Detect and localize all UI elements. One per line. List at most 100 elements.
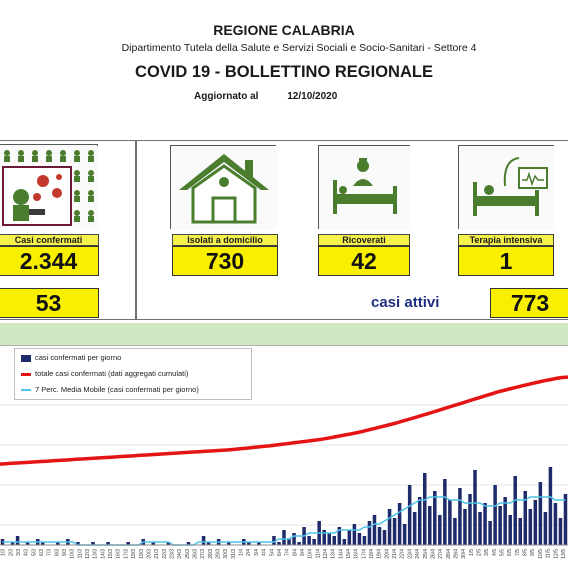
daily-cases-bar xyxy=(397,503,402,545)
daily-cases-bar xyxy=(312,539,316,545)
x-tick-label: 6/3 xyxy=(39,549,45,556)
x-tick-label: 26/4 xyxy=(430,549,436,559)
legend-swatch-moving-avg xyxy=(21,389,31,391)
x-tick-label: 3/3 xyxy=(16,549,22,556)
chart-header-band xyxy=(0,323,568,345)
x-tick-label: 11/5 xyxy=(546,549,552,559)
daily-cases-bar xyxy=(478,512,482,545)
intensive-care-label: Terapia intensiva xyxy=(458,234,554,246)
x-tick-label: 2/3 xyxy=(8,549,14,556)
x-tick-label: 3/5 xyxy=(484,549,490,556)
daily-cases-bar xyxy=(372,515,377,545)
icu-monitor-icon xyxy=(458,145,555,230)
x-tick-label: 14/3 xyxy=(100,549,106,559)
house-icon xyxy=(170,145,277,230)
daily-cases-bar xyxy=(453,518,457,545)
bulletin-header: REGIONE CALABRIA Dipartimento Tutela del… xyxy=(0,0,568,132)
x-tick-label: 13/5 xyxy=(561,549,567,559)
department-subtitle: Dipartimento Tutela della Salute e Servi… xyxy=(121,42,477,54)
x-tick-label: 30/4 xyxy=(461,549,467,559)
x-tick-label: 6/5 xyxy=(507,549,513,556)
daily-cases-bar xyxy=(458,488,462,545)
x-tick-label: 7/3 xyxy=(47,549,53,556)
cases-chart: 1/3 2/3 3/3 4/3 5/3 6/3 7/3 8/3 9/3 10/3 11/3 12/3 1… xyxy=(0,375,568,559)
confirmed-label: Casi confermati xyxy=(0,234,99,246)
x-tick-label: 5/4 xyxy=(269,549,275,556)
daily-cases-bar xyxy=(433,491,437,545)
x-tick-label: 20/3 xyxy=(146,549,152,559)
daily-cases-bar xyxy=(186,542,191,545)
daily-cases-bar xyxy=(352,524,357,545)
legend-item-cumulative: totale casi confermati (dati aggregati c… xyxy=(21,368,188,380)
status-panel xyxy=(136,140,568,320)
x-tick-label: 1/3 xyxy=(1,549,7,556)
x-tick-label: 18/3 xyxy=(131,549,137,559)
x-tick-label: 4/4 xyxy=(262,549,268,556)
intensive-care-value: 1 xyxy=(458,246,554,276)
daily-cases-bar xyxy=(332,536,337,545)
daily-cases-bar xyxy=(257,542,261,545)
daily-cases-bar xyxy=(40,542,45,545)
x-tick-label: 12/3 xyxy=(85,549,91,559)
daily-cases-bar xyxy=(443,479,447,545)
chart-legend: casi confermati per giorno totale casi c… xyxy=(14,348,252,400)
x-tick-label: 10/3 xyxy=(70,549,76,559)
confirmed-value: 2.344 xyxy=(0,246,99,276)
daily-cases-bar xyxy=(438,515,442,545)
daily-cases-bar xyxy=(91,542,95,545)
daily-cases-bar xyxy=(483,503,487,545)
daily-cases-bar xyxy=(357,533,362,545)
x-tick-label: 4/3 xyxy=(24,549,30,556)
daily-cases-bar xyxy=(473,470,477,545)
new-cases-value: 53 xyxy=(0,288,99,318)
daily-cases-bar xyxy=(226,542,231,545)
daily-cases-bar xyxy=(367,521,372,545)
x-tick-label: 19/3 xyxy=(139,549,145,559)
x-tick-label: 21/3 xyxy=(154,549,160,559)
daily-cases-bar xyxy=(538,482,543,545)
daily-cases-bar xyxy=(518,518,523,545)
x-tick-label: 13/3 xyxy=(93,549,99,559)
legend-item-moving-avg: 7 Perc. Media Mobile (casi confermati pe… xyxy=(21,384,199,396)
daily-cases-bar xyxy=(407,485,412,545)
x-tick-label: 24/4 xyxy=(415,549,421,559)
updated-label: Aggiornato al xyxy=(194,91,259,102)
daily-cases-bar xyxy=(553,503,558,545)
confirmed-panel xyxy=(0,140,136,320)
daily-cases-bar xyxy=(297,542,301,545)
x-tick-label: 28/4 xyxy=(446,549,452,559)
cumulative-cases-line xyxy=(0,375,568,466)
x-tick-label: 9/3 xyxy=(62,549,68,556)
x-tick-label: 11/4 xyxy=(315,549,321,559)
x-tick-label: 9/4 xyxy=(300,549,306,556)
daily-cases-bar xyxy=(201,536,206,545)
x-tick-label: 2/5 xyxy=(476,549,482,556)
x-tick-label: 17/4 xyxy=(361,549,367,559)
daily-cases-bar xyxy=(292,533,296,545)
daily-cases-bar xyxy=(25,542,30,545)
x-tick-label: 29/3 xyxy=(216,549,222,559)
daily-cases-bar xyxy=(151,542,156,545)
virus-patients-icon xyxy=(0,144,98,228)
daily-cases-bar xyxy=(247,542,251,545)
x-tick-label: 27/3 xyxy=(200,549,206,559)
updated-line: Aggiornato al 12/10/2020 xyxy=(194,91,337,102)
daily-cases-bar xyxy=(307,536,311,545)
daily-cases-bar xyxy=(277,542,281,545)
daily-cases-bar xyxy=(428,506,432,545)
bulletin-title: COVID 19 - BOLLETTINO REGIONALE xyxy=(135,63,433,81)
legend-label-daily: casi confermati per giorno xyxy=(35,353,122,362)
hospitalized-label: Ricoverati xyxy=(318,234,410,246)
x-tick-label: 26/3 xyxy=(192,549,198,559)
daily-cases-bar xyxy=(558,518,563,545)
updated-date: 12/10/2020 xyxy=(287,91,338,102)
daily-cases-bar xyxy=(412,512,417,545)
daily-cases-bar xyxy=(417,497,422,545)
x-tick-label: 25/3 xyxy=(185,549,191,559)
x-tick-label: 7/5 xyxy=(515,549,521,556)
daily-cases-bar xyxy=(528,509,533,545)
x-tick-label: 5/5 xyxy=(500,549,506,556)
daily-cases-bar xyxy=(15,536,20,545)
daily-cases-bar xyxy=(422,473,427,545)
daily-cases-bar xyxy=(468,494,472,545)
